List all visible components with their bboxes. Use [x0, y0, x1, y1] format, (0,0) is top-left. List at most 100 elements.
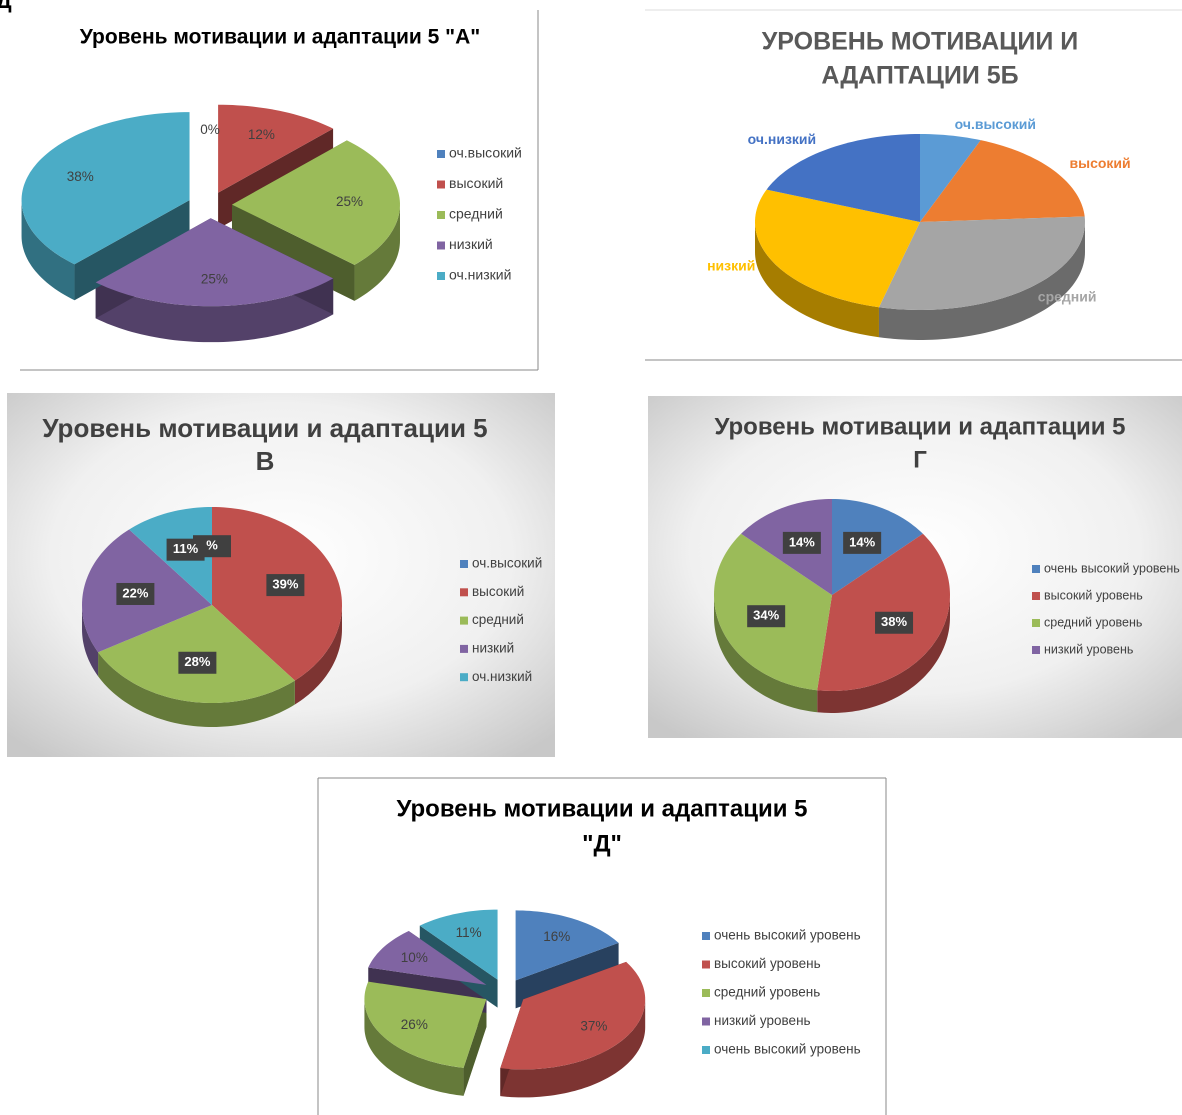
slice-side: [714, 595, 818, 713]
pie-slice: [95, 218, 334, 307]
pie-slice: [500, 961, 646, 1070]
legend-label: средний уровень: [714, 985, 820, 1000]
legend-swatch: [702, 1017, 710, 1026]
legend-label: низкий: [472, 640, 514, 655]
legend-swatch: [1032, 592, 1040, 600]
slice-wall: [74, 200, 190, 301]
value-label: 22%: [122, 585, 148, 600]
slice-side: [755, 222, 879, 338]
pie-slice: [231, 140, 400, 265]
legend-label: очень высокий уровень: [714, 1042, 861, 1057]
slice-side: [354, 204, 400, 301]
slice-side: [294, 605, 342, 705]
chart-panel: УРОВЕНЬ МОТИВАЦИИ И АДАПТАЦИИ 5Б оч.высоки…: [645, 9, 1182, 361]
cut-off-text: Д: [0, 0, 12, 13]
value-label: 25%: [336, 194, 363, 209]
legend-swatch: [702, 932, 710, 940]
chart-panel: Уровень мотивации и адаптации 5В% 39% 28% 2…: [7, 393, 555, 757]
pie-slice: [755, 189, 920, 308]
chart-title: "Д": [582, 830, 622, 857]
legend-label: оч.высокий: [449, 145, 522, 161]
legend-label: оч.высокий: [472, 556, 542, 571]
legend-swatch: [1032, 565, 1040, 573]
slice-side: [95, 278, 334, 343]
slice-label: оч.низкий: [748, 131, 816, 147]
legend-swatch: [460, 560, 468, 568]
label-box: [166, 538, 205, 561]
legend-label: средний: [472, 612, 524, 627]
value-label: 11%: [456, 925, 482, 940]
label-box: [266, 574, 305, 597]
legend-swatch: [437, 272, 445, 280]
legend-swatch: [1032, 646, 1040, 654]
value-label: 11%: [173, 541, 199, 556]
legend-label: низкий: [449, 236, 493, 252]
legend-label: высокий: [449, 175, 503, 191]
chart-panel: Уровень мотивации и адаптации 5 "А" 0% 12%…: [20, 10, 539, 371]
slice-side: [364, 999, 464, 1096]
value-label: %: [206, 538, 218, 553]
slice-side: [878, 222, 1085, 340]
chart-title: Уровень мотивации и адаптации 5: [397, 795, 808, 822]
value-label: 38%: [67, 169, 94, 184]
pie-slice: [920, 134, 981, 222]
chart-panel: Уровень мотивации и адаптации 5 "Д" 16% 37%…: [317, 777, 887, 1115]
legend-swatch: [460, 616, 468, 625]
value-label: 26%: [401, 1017, 428, 1032]
pie-slice: [920, 140, 1085, 222]
label-box: [843, 531, 882, 554]
label-box: [116, 582, 155, 605]
chart-title: АДАПТАЦИИ 5Б: [821, 62, 1018, 90]
pie-slice: [364, 981, 487, 1068]
legend-swatch: [460, 588, 468, 597]
legend-swatch: [702, 1046, 710, 1054]
chart-title: Уровень мотивации и адаптации 5 "А": [80, 26, 481, 49]
legend-label: средний уровень: [1044, 615, 1142, 629]
legend-swatch: [437, 211, 445, 219]
legend-label: высокий уровень: [1044, 588, 1143, 602]
pie-slice: [878, 216, 1085, 310]
legend-label: очень высокий уровень: [1044, 561, 1180, 575]
slice-label: низкий: [707, 257, 755, 273]
legend-label: низкий уровень: [1044, 642, 1133, 656]
slice-label: оч.высокий: [955, 116, 1036, 132]
legend-swatch: [702, 989, 710, 997]
value-label: 0%: [200, 122, 220, 137]
chart-title: В: [256, 446, 275, 476]
value-label: 10%: [401, 950, 428, 965]
value-label: 39%: [272, 577, 298, 592]
legend-label: высокий уровень: [714, 956, 821, 971]
value-label: 16%: [543, 929, 570, 944]
slice-side: [98, 652, 295, 727]
label-box: [747, 605, 786, 628]
value-label: 34%: [753, 608, 779, 623]
slice-label: средний: [1038, 289, 1097, 305]
pie-slice: [368, 930, 487, 985]
value-label: 25%: [201, 271, 228, 286]
label-box: [782, 531, 821, 554]
legend-swatch: [1032, 619, 1040, 627]
legend-swatch: [460, 673, 468, 682]
chart-panel: Уровень мотивации и адаптации 5 Г 14% 38% 34…: [648, 396, 1182, 738]
legend-label: средний: [449, 206, 503, 222]
value-label: 14%: [789, 534, 815, 549]
legend-swatch: [460, 644, 468, 653]
legend-label: оч.низкий: [472, 669, 532, 684]
chart-title: Уровень мотивации и адаптации 5: [715, 413, 1126, 440]
chart-title: УРОВЕНЬ МОТИВАЦИИ И: [762, 28, 1079, 56]
legend-swatch: [437, 150, 445, 158]
slice-side: [817, 595, 950, 713]
slice-side: [21, 200, 75, 301]
slice-side: [500, 999, 646, 1098]
value-label: 12%: [248, 127, 275, 142]
chart-title: Г: [913, 446, 927, 473]
slice-side: [82, 605, 99, 677]
legend-swatch: [437, 241, 445, 250]
pie-slice: [515, 910, 619, 981]
chart-title: Уровень мотивации и адаптации 5: [42, 413, 487, 443]
value-label: 28%: [184, 654, 210, 669]
legend-label: очень высокий уровень: [714, 928, 861, 943]
slice-wall: [515, 942, 619, 1009]
legend-swatch: [702, 960, 710, 969]
